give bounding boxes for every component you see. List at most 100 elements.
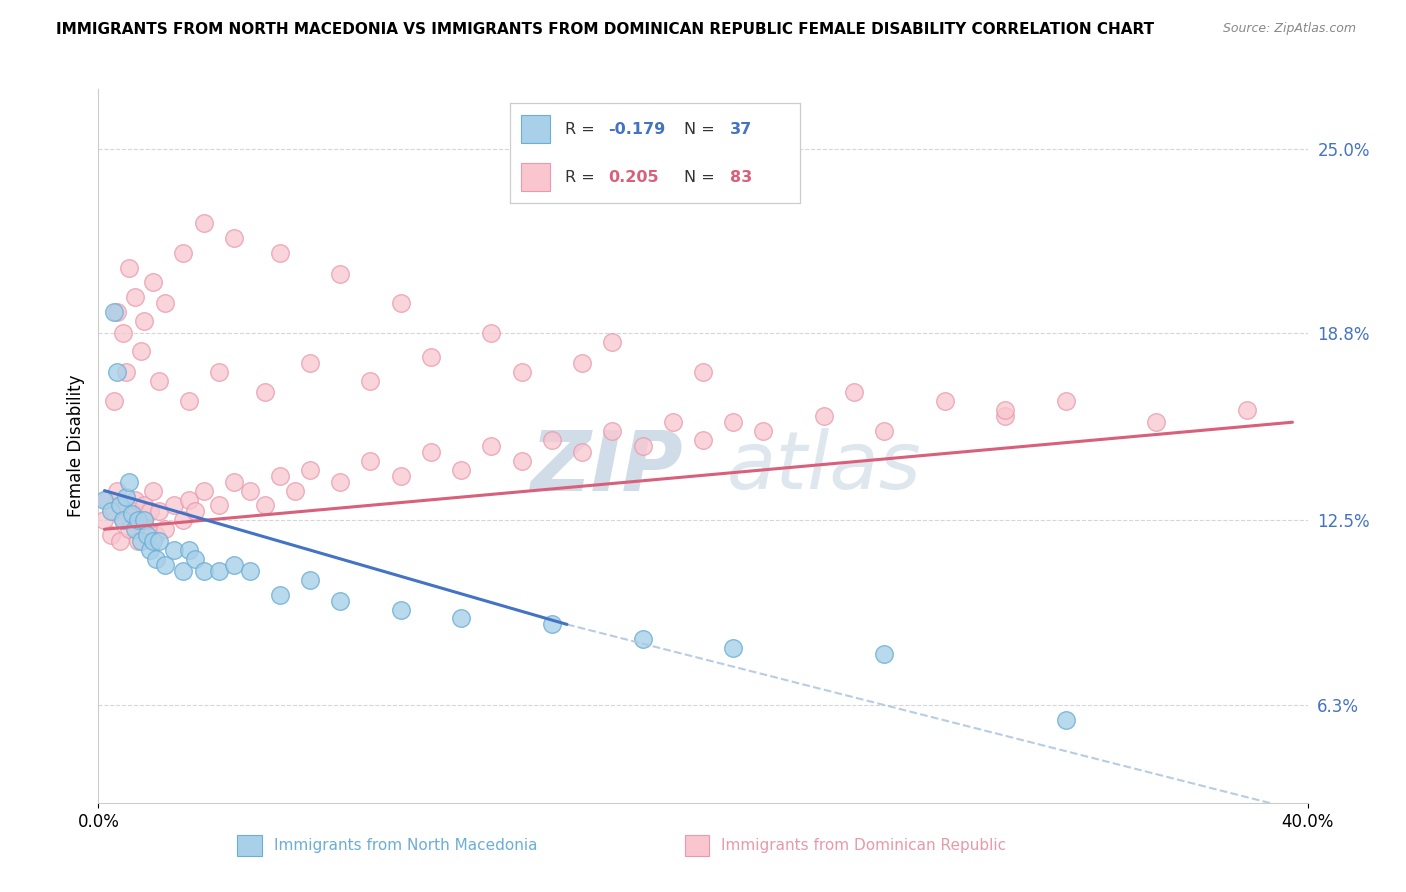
Point (132, 513, 155, 527)
Point (360, 374, 382, 388)
Point (142, 276, 165, 290)
Y-axis label: Female Disability: Female Disability (66, 375, 84, 517)
Point (269, 468, 291, 483)
FancyBboxPatch shape (238, 835, 262, 856)
Point (179, 492, 201, 507)
Point (631, 632, 654, 647)
FancyBboxPatch shape (685, 835, 709, 856)
Point (269, 588, 291, 602)
Point (602, 424, 624, 438)
Point (389, 468, 412, 483)
Point (184, 552, 207, 566)
Point (1236, 403, 1258, 417)
Point (299, 356, 322, 370)
Point (172, 564, 194, 578)
Point (934, 394, 956, 409)
Point (994, 409, 1017, 424)
Point (124, 290, 146, 304)
Point (329, 267, 352, 281)
Point (105, 365, 128, 379)
Point (844, 385, 866, 400)
Text: ZIP: ZIP (530, 427, 682, 508)
Point (129, 534, 152, 549)
Point (145, 552, 167, 566)
Point (540, 433, 562, 447)
Point (127, 534, 149, 549)
Point (450, 611, 472, 625)
Point (103, 394, 125, 409)
Point (224, 558, 246, 572)
Point (100, 528, 122, 542)
Point (153, 296, 176, 310)
Point (129, 513, 152, 527)
Point (329, 475, 352, 489)
Point (163, 543, 186, 558)
Point (142, 483, 165, 498)
Point (269, 245, 291, 260)
Point (121, 504, 143, 518)
Point (172, 245, 194, 260)
Point (153, 558, 176, 572)
Point (1144, 415, 1167, 429)
Point (420, 350, 443, 364)
Point (114, 499, 136, 513)
Point (96, 492, 118, 507)
Point (148, 504, 170, 518)
Point (450, 463, 472, 477)
Point (692, 365, 714, 379)
Point (163, 499, 186, 513)
Point (127, 513, 149, 527)
Point (179, 543, 201, 558)
Point (813, 409, 835, 424)
Point (111, 326, 134, 340)
Point (132, 499, 155, 513)
Point (108, 534, 131, 549)
Point (253, 499, 276, 513)
Point (93, 513, 115, 527)
Point (752, 424, 775, 438)
Point (661, 415, 683, 429)
Point (571, 445, 593, 459)
Point (111, 513, 134, 527)
Point (193, 564, 215, 578)
Point (571, 356, 593, 370)
Point (135, 528, 157, 542)
Point (103, 504, 125, 518)
Point (105, 483, 128, 498)
Point (631, 439, 654, 453)
Point (692, 433, 714, 447)
Point (100, 504, 122, 518)
Point (208, 564, 231, 578)
Text: Source: ZipAtlas.com: Source: ZipAtlas.com (1223, 22, 1357, 36)
Point (148, 374, 170, 388)
Point (299, 573, 322, 587)
Point (602, 334, 624, 349)
Point (139, 543, 162, 558)
Point (224, 475, 246, 489)
Point (118, 522, 141, 536)
Point (129, 343, 152, 358)
Point (132, 314, 155, 328)
Point (510, 454, 533, 468)
Point (873, 647, 896, 661)
Point (329, 593, 352, 607)
Point (873, 424, 896, 438)
Point (179, 394, 201, 409)
Point (114, 365, 136, 379)
Point (239, 564, 262, 578)
Point (994, 403, 1017, 417)
Point (108, 499, 131, 513)
Point (208, 365, 231, 379)
Point (172, 513, 194, 527)
Text: Immigrants from North Macedonia: Immigrants from North Macedonia (274, 838, 537, 853)
Point (481, 439, 503, 453)
Point (139, 504, 162, 518)
Text: atlas: atlas (727, 428, 921, 507)
Point (103, 305, 125, 319)
Point (153, 522, 176, 536)
Point (118, 475, 141, 489)
Point (1054, 394, 1077, 409)
Point (224, 231, 246, 245)
Point (481, 326, 503, 340)
Point (389, 296, 412, 310)
